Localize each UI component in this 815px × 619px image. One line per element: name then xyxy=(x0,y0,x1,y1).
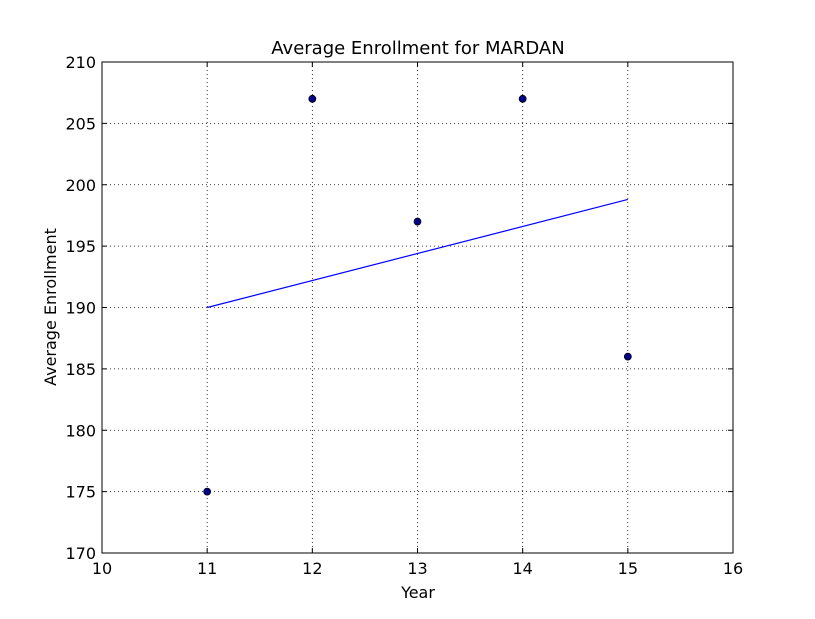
y-tick-label: 190 xyxy=(65,299,96,318)
data-point xyxy=(308,94,317,103)
x-axis-label: Year xyxy=(400,583,435,602)
data-points-layer xyxy=(203,94,632,496)
data-point xyxy=(518,94,527,103)
grid-lines xyxy=(102,62,733,553)
x-tick-label: 11 xyxy=(197,559,217,578)
trend-line xyxy=(207,198,628,309)
x-tick-label: 15 xyxy=(618,559,638,578)
y-tick-label: 185 xyxy=(65,360,96,379)
x-axis-ticks: 10 11 12 13 14 15 16 xyxy=(92,62,743,578)
y-tick-label: 210 xyxy=(65,53,96,72)
data-point xyxy=(203,487,212,496)
x-tick-label: 13 xyxy=(407,559,427,578)
y-tick-label: 205 xyxy=(65,114,96,133)
chart-title: Average Enrollment for MARDAN xyxy=(271,38,564,59)
x-tick-label: 16 xyxy=(723,559,743,578)
y-tick-label: 180 xyxy=(65,421,96,440)
data-point xyxy=(413,217,422,226)
trend-line-layer xyxy=(207,198,628,309)
y-axis-ticks: 170 175 180 185 190 195 200 205 210 xyxy=(65,53,733,563)
x-tick-label: 14 xyxy=(512,559,532,578)
y-tick-label: 195 xyxy=(65,237,96,256)
y-tick-label: 200 xyxy=(65,176,96,195)
y-axis-label: Average Enrollment xyxy=(41,228,60,386)
x-tick-label: 12 xyxy=(302,559,322,578)
y-tick-label: 175 xyxy=(65,483,96,502)
y-tick-label: 170 xyxy=(65,544,96,563)
data-point xyxy=(623,352,632,361)
x-tick-label: 10 xyxy=(92,559,112,578)
